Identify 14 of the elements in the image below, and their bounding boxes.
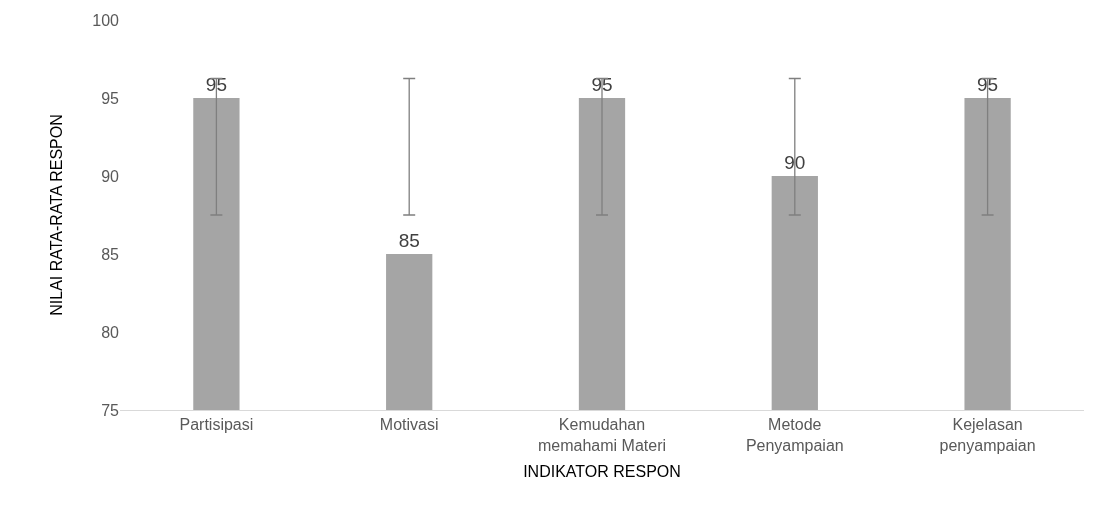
x-tick-label: Kemudahan memahami Materi (537, 416, 667, 454)
x-tick-label: Partisipasi (179, 416, 254, 434)
x-axis-title: INDIKATOR RESPON (523, 462, 681, 480)
y-tick-label: 95 (101, 89, 120, 107)
x-tick-label: Metode Penyampaian (745, 416, 844, 454)
y-tick-label: 90 (101, 167, 120, 185)
data-label: 85 (398, 230, 420, 251)
y-tick-label: 100 (92, 11, 120, 29)
y-tick-label: 85 (101, 245, 120, 263)
x-tick-label: Kejelasan penyampaian (939, 416, 1036, 454)
y-axis-title: NILAI RATA-RATA RESPON (48, 114, 66, 316)
y-tick-label: 80 (101, 323, 120, 341)
y-tick-label: 75 (101, 401, 120, 419)
x-tick-label: Motivasi (379, 416, 439, 434)
